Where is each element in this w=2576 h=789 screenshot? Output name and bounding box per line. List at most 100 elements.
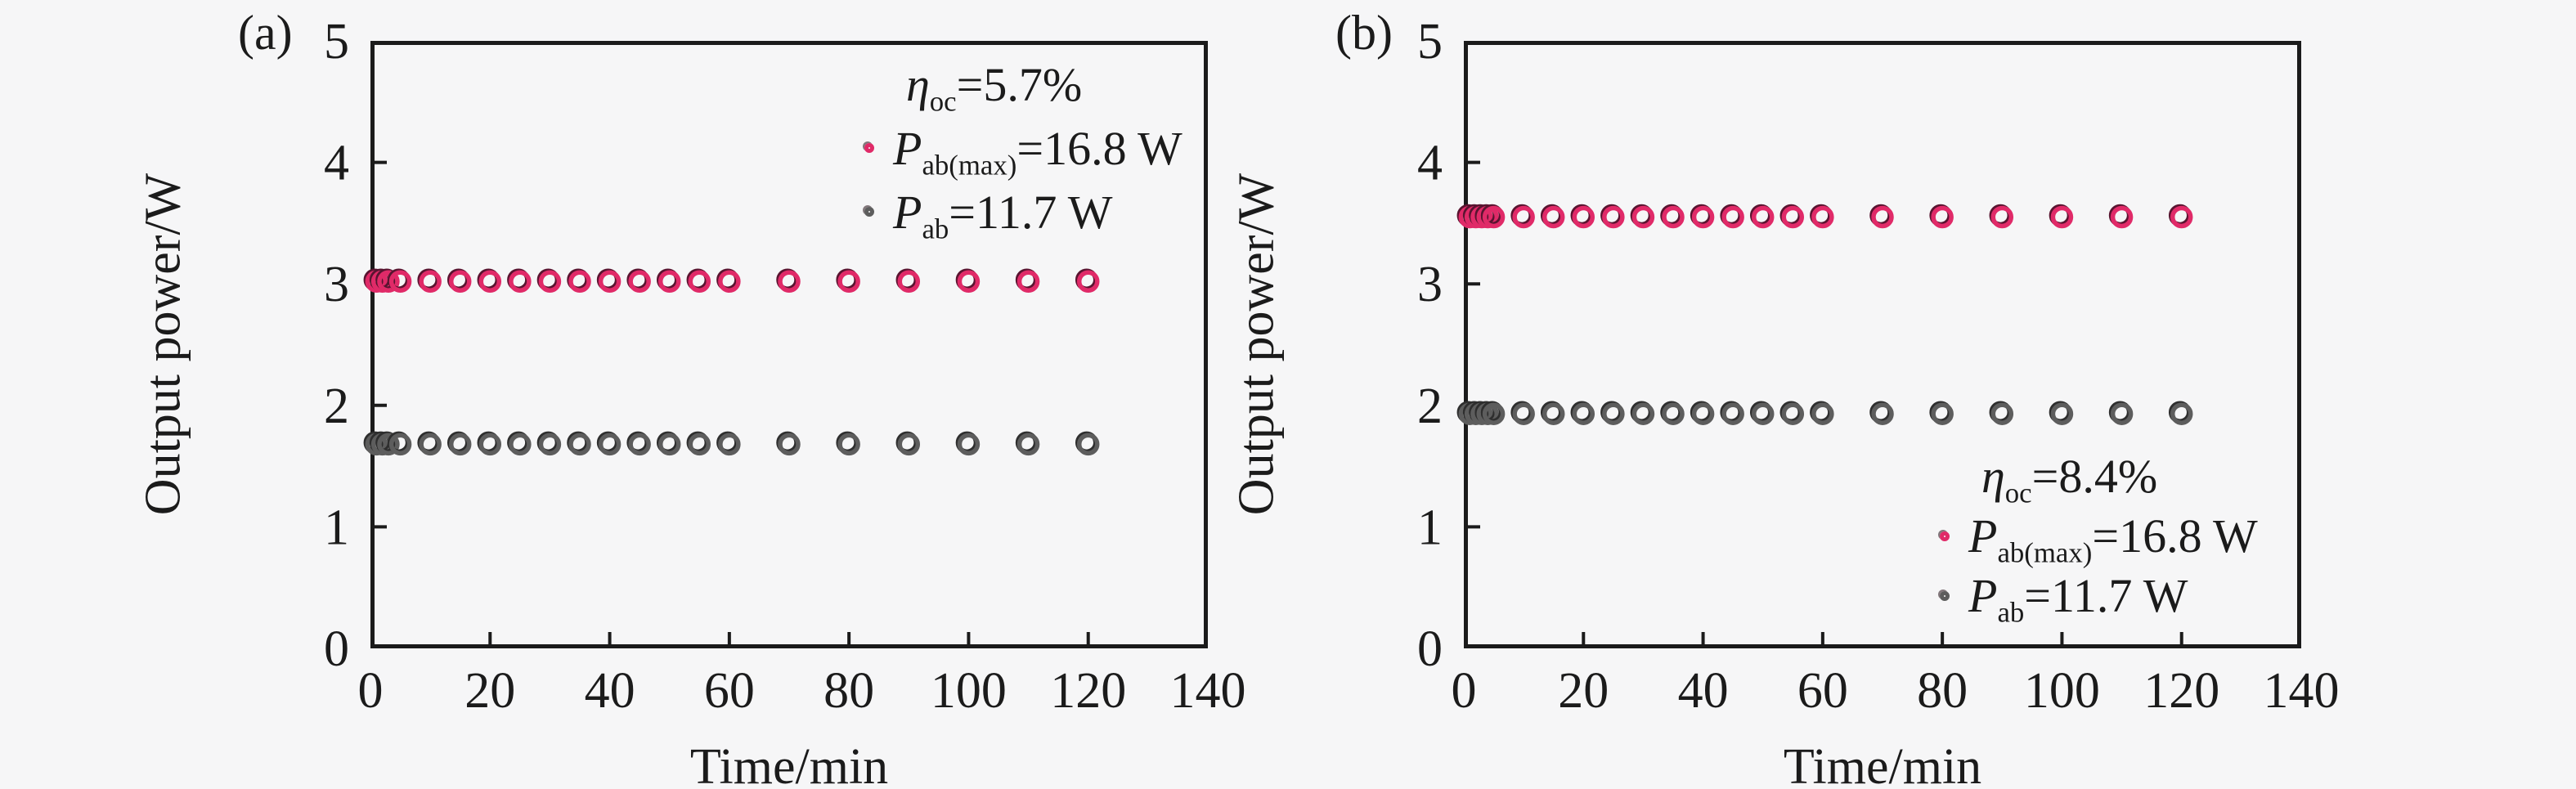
pab-marker [1512, 402, 1535, 425]
p-subscript: ab(max) [922, 149, 1017, 182]
pabmax-marker [628, 270, 651, 293]
efficiency-annotation: ηoc=8.4% [1910, 446, 2258, 507]
open-circle-marker-pink [864, 143, 874, 153]
y-tick-label: 0 [1417, 621, 1443, 677]
x-tick-label: 80 [824, 663, 874, 719]
plot-b: 0 20 40 60 80 100 120 140 0 1 2 3 4 5 [1417, 14, 2340, 719]
pab-marker [568, 433, 591, 456]
legend-entry-pabmax: Pab(max)=16.8 W [1910, 506, 2258, 567]
pabmax-marker [568, 270, 591, 293]
pabmax-marker [377, 270, 400, 293]
pabmax-marker [718, 270, 741, 293]
pabmax-marker [1871, 205, 1894, 229]
legend-entry-pab: Pab=11.7 W [834, 180, 1183, 244]
pabmax-marker [1572, 205, 1595, 229]
pabmax-marker [419, 270, 442, 293]
pab-marker [1076, 433, 1100, 456]
pab-marker [1662, 402, 1685, 425]
pab-marker [628, 433, 651, 456]
y-tick-label: 1 [1417, 500, 1443, 555]
pab-marker [419, 433, 442, 456]
pab-marker [2050, 402, 2074, 425]
p-subscript: ab [922, 213, 949, 245]
pabmax-marker [897, 270, 921, 293]
pabmax-marker [957, 270, 981, 293]
pab-marker [897, 433, 921, 456]
y-tick-label: 3 [324, 257, 349, 312]
efficiency-annotation: ηoc=5.7% [834, 52, 1183, 116]
pab-marker [1721, 402, 1744, 425]
pab-marker [1871, 402, 1894, 425]
series-value: =11.7 W [2024, 569, 2188, 622]
pabmax-marker [509, 270, 532, 293]
legend-entry-pab: Pab=11.7 W [1910, 566, 2258, 626]
pab-marker [1542, 402, 1565, 425]
pabmax-marker [1482, 205, 1506, 229]
pab-marker [688, 433, 711, 456]
pabmax-marker [1631, 205, 1655, 229]
series-value: =16.8 W [1016, 121, 1183, 175]
pabmax-marker [1076, 270, 1100, 293]
pabmax-marker [1691, 205, 1715, 229]
y-tick-label: 5 [1417, 14, 1443, 69]
x-axis-label: Time/min [1783, 739, 1982, 789]
x-tick-label: 20 [1558, 663, 1609, 719]
legend-entry-text: Pab(max)=16.8 W [893, 121, 1183, 179]
pabmax-marker [448, 270, 472, 293]
pabmax-marker [657, 270, 681, 293]
y-tick-label: 0 [324, 621, 349, 677]
p-symbol: P [893, 185, 922, 239]
plot-a: 0 20 40 60 80 100 120 140 0 1 2 3 4 5 [324, 14, 1246, 719]
eta-symbol: η [906, 57, 930, 111]
pab-marker [778, 433, 801, 456]
p-subscript: ab [1997, 596, 2025, 629]
y-tick-label: 2 [1417, 379, 1443, 434]
pabmax-marker [1512, 205, 1535, 229]
pab-marker [2110, 402, 2134, 425]
legend-entry-text: Pab=11.7 W [1968, 568, 2188, 626]
x-tick-label: 100 [931, 663, 1007, 719]
plot-frame [1464, 41, 2301, 648]
pabmax-marker [538, 270, 562, 293]
pab-marker [1602, 402, 1625, 425]
pab-marker [1931, 402, 1954, 425]
open-circle-marker-pink [1940, 531, 1950, 541]
pabmax-marker [478, 270, 502, 293]
pabmax-marker [388, 270, 412, 293]
pab-marker [598, 433, 622, 456]
pab-marker [1631, 402, 1655, 425]
x-tick-label: 60 [704, 663, 755, 719]
pabmax-marker [1781, 205, 1805, 229]
pab-marker [478, 433, 502, 456]
pab-marker [837, 433, 860, 456]
y-tick-label: 4 [1417, 136, 1443, 191]
pab-marker [2170, 402, 2193, 425]
open-circle-marker-gray [864, 207, 874, 217]
legend-entry-text: Pab(max)=16.8 W [1968, 509, 2258, 567]
pabmax-marker [1602, 205, 1625, 229]
efficiency-text: ηoc=8.4% [1981, 449, 2157, 507]
pabmax-marker [1542, 205, 1565, 229]
x-tick-label: 40 [1678, 663, 1729, 719]
x-tick-label: 40 [585, 663, 635, 719]
legend-entry-pabmax: Pab(max)=16.8 W [834, 116, 1183, 180]
pabmax-marker [1016, 270, 1040, 293]
eta-subscript: oc [929, 85, 957, 118]
pab-marker [1990, 402, 2014, 425]
x-tick-label: 120 [1050, 663, 1126, 719]
legend-entry-text: Pab=11.7 W [893, 185, 1113, 243]
pab-marker [538, 433, 562, 456]
pab-marker [1482, 402, 1506, 425]
x-tick-label: 140 [1170, 663, 1246, 719]
y-tick-label: 3 [1417, 257, 1443, 312]
efficiency-value: =5.7% [956, 57, 1083, 111]
pabmax-marker [837, 270, 860, 293]
p-symbol: P [1968, 509, 1998, 563]
pabmax-marker [2050, 205, 2074, 229]
pab-marker [1572, 402, 1595, 425]
pab-marker [957, 433, 981, 456]
open-circle-marker-gray [1940, 590, 1950, 601]
